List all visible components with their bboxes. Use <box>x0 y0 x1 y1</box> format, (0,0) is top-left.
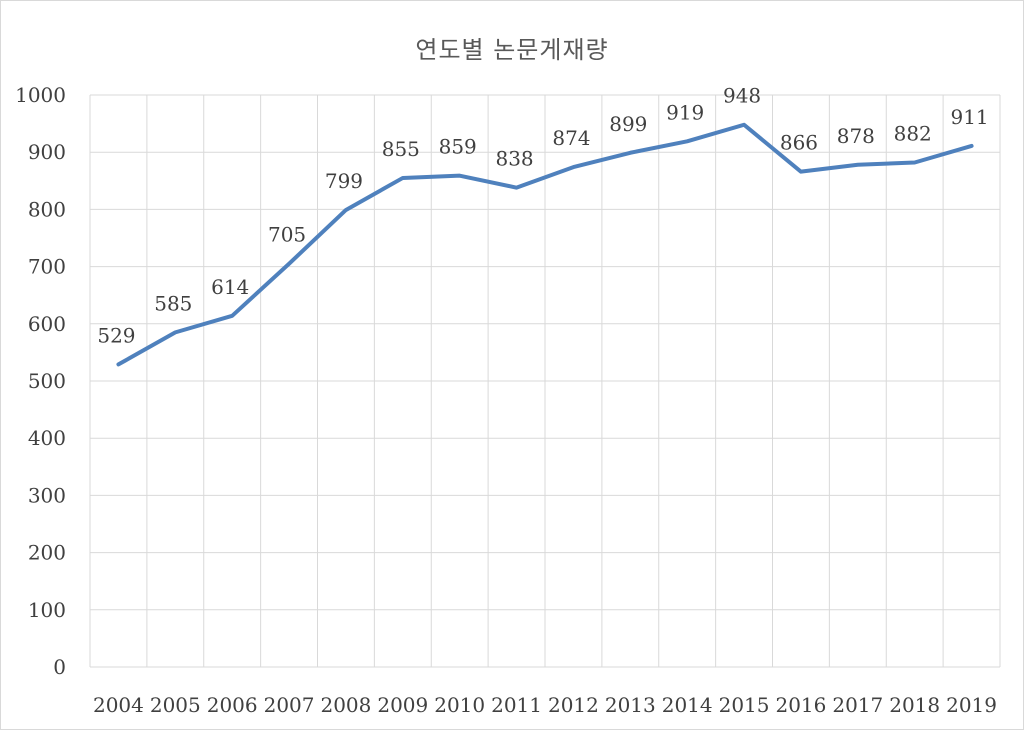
x-tick-label: 2017 <box>832 693 883 717</box>
y-tick-label: 200 <box>28 541 66 565</box>
x-tick-label: 2007 <box>264 693 315 717</box>
x-tick-label: 2006 <box>207 693 258 717</box>
y-tick-label: 400 <box>28 426 66 450</box>
data-label: 878 <box>837 124 875 148</box>
data-labels: 529 585 614 705 799 855 859 838 874 899 919 948 866 8… <box>97 84 988 348</box>
y-tick-label: 300 <box>28 483 66 507</box>
data-label: 899 <box>609 112 647 136</box>
x-tick-label: 2019 <box>946 693 997 717</box>
data-label: 859 <box>439 135 477 159</box>
x-tick-label: 2016 <box>775 693 826 717</box>
data-label: 919 <box>666 100 704 124</box>
grid-lines <box>89 94 1001 668</box>
x-tick-label: 2011 <box>491 693 542 717</box>
data-label: 911 <box>950 105 988 129</box>
y-tick-label: 500 <box>28 369 66 393</box>
data-label: 866 <box>780 131 818 155</box>
x-tick-label: 2012 <box>548 693 599 717</box>
x-tick-label: 2009 <box>377 693 428 717</box>
y-tick-label: 100 <box>28 598 66 622</box>
data-label: 838 <box>495 147 533 171</box>
data-label: 585 <box>154 291 192 315</box>
data-label: 874 <box>552 126 590 150</box>
data-label: 614 <box>211 275 249 299</box>
x-tick-label: 2013 <box>605 693 656 717</box>
data-label: 529 <box>97 323 135 347</box>
x-tick-label: 2014 <box>662 693 713 717</box>
y-tick-label: 800 <box>28 197 66 221</box>
data-label: 882 <box>894 121 932 145</box>
x-tick-label: 2004 <box>93 693 144 717</box>
y-axis-tick-labels: 0 100 200 300 400 500 600 700 800 900 1000 <box>15 83 66 679</box>
data-label: 948 <box>723 84 761 108</box>
x-tick-label: 2018 <box>889 693 940 717</box>
series-line <box>116 122 974 367</box>
data-label: 855 <box>382 137 420 161</box>
y-tick-label: 600 <box>28 312 66 336</box>
y-tick-label: 700 <box>28 255 66 279</box>
x-tick-label: 2010 <box>434 693 485 717</box>
chart-title: 연도별 논문게재량 <box>415 36 609 64</box>
x-tick-label: 2005 <box>150 693 201 717</box>
x-axis-tick-labels: 2004 2005 2006 2007 2008 2009 2010 2011 2012 2013… <box>93 693 997 717</box>
data-label: 705 <box>268 223 306 247</box>
y-tick-label: 900 <box>28 140 66 164</box>
series-line-group <box>116 122 974 367</box>
data-label: 799 <box>325 169 363 193</box>
x-tick-label: 2008 <box>320 693 371 717</box>
y-tick-label: 0 <box>53 655 66 679</box>
y-tick-label: 1000 <box>15 83 66 107</box>
x-tick-label: 2015 <box>719 693 770 717</box>
